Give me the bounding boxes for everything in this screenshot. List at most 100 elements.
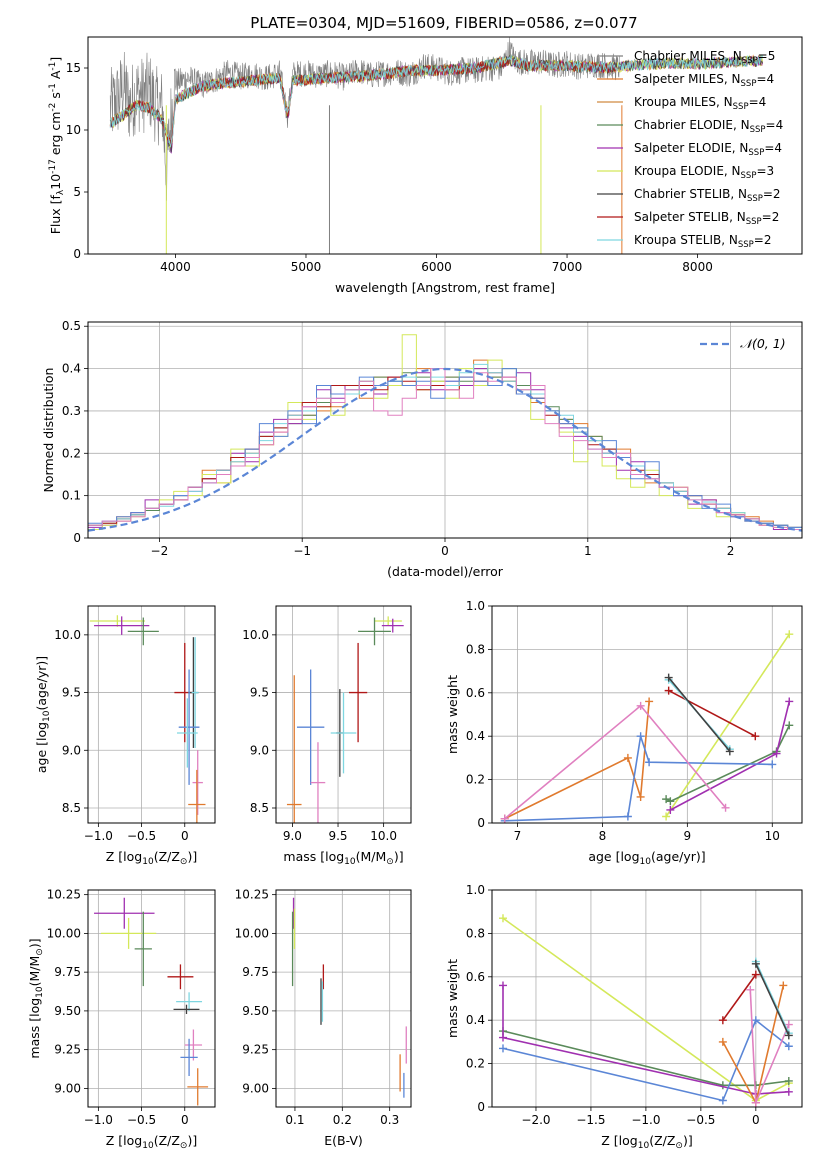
weight-marker [779, 981, 788, 990]
plot-area-age_vs_mass [276, 606, 411, 823]
x-tick-label: 6000 [421, 260, 452, 274]
y-tick-label: 10 [66, 123, 81, 137]
weight-marker [498, 914, 507, 923]
x-axis-label: (data-model)/error [387, 564, 504, 579]
axes-frame [491, 889, 803, 1108]
weight-marker [500, 814, 509, 823]
y-tick-label: 0.8 [466, 642, 485, 656]
y-tick-label: 9.50 [242, 1004, 269, 1018]
weight-marker [725, 747, 734, 756]
legend-label: Kroupa MILES, NSSP=4 [634, 95, 766, 112]
x-axis-label: mass [log10(M/M⊙)] [283, 849, 403, 867]
x-axis-label: E(B-V) [324, 1133, 363, 1148]
y-tick-label: 8.5 [250, 801, 269, 815]
panel-age_vs_mass: 9.0 9.5 10.0 8.5 9.0 9.5 10.0 mass [log10(M/M⊙)… [242, 605, 412, 867]
x-tick-label: 0.1 [285, 1113, 304, 1127]
x-tick-label: −1.0 [84, 829, 113, 843]
plot-area-spectrum [109, 37, 763, 254]
y-tick-label: 0.4 [466, 1013, 485, 1027]
weight-marker [751, 1016, 760, 1025]
x-tick-label: 0 [752, 1113, 760, 1127]
plot-area-residuals [88, 322, 802, 538]
weight-line [665, 725, 791, 803]
weight-marker [636, 732, 645, 741]
x-tick-label: 0.2 [333, 1113, 352, 1127]
x-tick-label: 8000 [682, 260, 713, 274]
y-tick-label: 0 [73, 531, 81, 545]
weight-line [755, 961, 790, 1034]
plot-area-age_vs_Z [88, 606, 215, 823]
weight-marker [784, 1020, 793, 1029]
y-axis-label: mass [log10(M/M⊙)] [27, 938, 45, 1058]
y-tick-label: 5 [73, 185, 81, 199]
histogram-step [88, 368, 802, 530]
weight-line [668, 677, 731, 752]
y-tick-label: 0.6 [466, 686, 485, 700]
y-axis-label: age [log10(age/yr)] [34, 656, 52, 773]
weight-marker [784, 1031, 793, 1040]
x-axis-label: Z [log10(Z/Z⊙)] [106, 1133, 197, 1151]
weight-marker [662, 795, 671, 804]
weight-marker [662, 812, 671, 821]
legend-label: Chabrier STELIB, NSSP=2 [634, 187, 781, 204]
y-tick-label: 10.00 [235, 926, 269, 940]
weight-marker [666, 805, 675, 814]
panel-age_vs_Z: −1.0 −0.5 0 8.5 9.0 9.5 10.0 Z [log10(Z/Z⊙)] age… [34, 605, 216, 867]
x-tick-label: 5000 [291, 260, 322, 274]
weight-marker [498, 981, 507, 990]
axes-frame [87, 889, 216, 1108]
panel-massweight_vs_Z: −2.0 −1.5 −1.0 −0.5 0 0 0.2 0.4 0.6 0.8 1.0 Z [log1… [445, 883, 803, 1151]
y-tick-label: 9.75 [242, 965, 269, 979]
weight-marker [784, 1042, 793, 1051]
x-tick-label: −1 [293, 544, 311, 558]
y-tick-label: 9.0 [250, 743, 269, 757]
y-tick-label: 0.6 [466, 970, 485, 984]
y-tick-label: 8.5 [62, 801, 81, 815]
y-tick-label: 1.0 [466, 599, 485, 613]
weight-marker [498, 1033, 507, 1042]
normal-curve [88, 367, 802, 532]
x-tick-label: 0 [181, 1113, 189, 1127]
y-tick-label: 0.2 [62, 446, 81, 460]
weight-marker [623, 753, 632, 762]
weight-marker [785, 697, 794, 706]
x-tick-label: 9 [684, 829, 692, 843]
plot-area-mass_vs_ebv [276, 890, 411, 1107]
x-axis-label: Z [log10(Z/Z⊙)] [106, 849, 197, 867]
x-tick-label: 7000 [552, 260, 583, 274]
y-tick-label: 0.2 [466, 773, 485, 787]
panel-spectrum: 4000 5000 6000 7000 8000 0 5 10 15 wavelength [An… [48, 36, 803, 295]
y-tick-label: 0.2 [466, 1057, 485, 1071]
legend-label: Kroupa ELODIE, NSSP=3 [634, 164, 774, 181]
y-tick-label: 9.00 [54, 1081, 81, 1095]
legend-label: Salpeter STELIB, NSSP=2 [634, 210, 779, 227]
weight-marker [721, 803, 730, 812]
x-tick-label: 0 [181, 829, 189, 843]
y-tick-label: 9.50 [54, 1004, 81, 1018]
weight-marker [785, 721, 794, 730]
legend-label: Chabrier ELODIE, NSSP=4 [634, 118, 783, 135]
weight-marker [718, 1016, 727, 1025]
y-tick-label: 0 [477, 816, 485, 830]
weight-marker [751, 959, 760, 968]
y-tick-label: 9.5 [62, 686, 81, 700]
legend-label: Salpeter ELODIE, NSSP=4 [634, 141, 782, 158]
weight-marker [623, 812, 632, 821]
weight-marker [784, 1087, 793, 1096]
x-tick-label: 2 [727, 544, 735, 558]
x-tick-label: 0.3 [380, 1113, 399, 1127]
x-tick-label: −1.5 [576, 1113, 605, 1127]
x-tick-label: 1 [584, 544, 592, 558]
weight-line [722, 974, 757, 1021]
weight-marker [645, 697, 654, 706]
y-tick-label: 0.3 [62, 404, 81, 418]
y-tick-label: 0.4 [62, 362, 81, 376]
weight-marker [772, 749, 781, 758]
y-tick-label: 9.5 [250, 686, 269, 700]
y-tick-label: 10.25 [47, 888, 81, 902]
panel-mass_vs_Z: −1.0 −0.5 0 9.00 9.25 9.50 9.75 10.00 10.25 Z [lo… [27, 888, 216, 1151]
y-axis-label: mass weight [445, 959, 460, 1038]
y-tick-label: 0.8 [466, 926, 485, 940]
weight-line [502, 1030, 789, 1087]
